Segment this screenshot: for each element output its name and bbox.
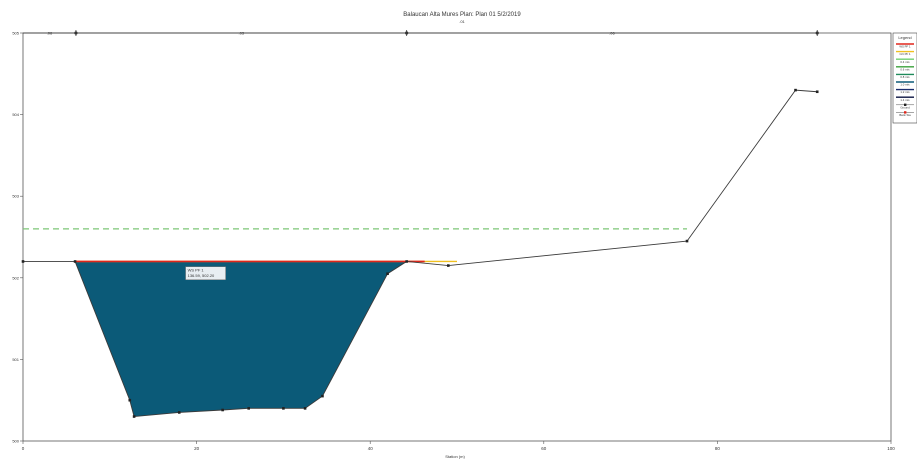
ground-point-9	[321, 394, 324, 398]
chart-title: Balaucan Alta Mures Plan: Plan 01 5/2/20…	[403, 12, 521, 18]
x-axis-label: Station (m)	[445, 454, 465, 459]
legend-label-7: 1.4 m/s	[900, 98, 910, 102]
y-tick-label-3: 503	[12, 194, 19, 199]
legend-label-8: Ground	[900, 105, 910, 109]
x-tick-label-0: 0	[22, 446, 25, 451]
ground-point-12	[447, 264, 450, 267]
ground-point-15	[815, 90, 819, 94]
y-tick-label-2: 502	[12, 275, 19, 280]
ground-point-13	[685, 239, 689, 243]
mannings-n-label-1: .03	[239, 31, 245, 36]
annotation-label: WS PF 1	[188, 268, 205, 273]
series-layer	[21, 88, 819, 418]
legend-title: Legend	[898, 35, 911, 40]
legend-label-0: WS PF 1	[899, 45, 911, 49]
annotation-value: 136.59, 502.20	[188, 273, 215, 278]
ground-point-6	[247, 407, 250, 410]
ground-point-2	[128, 398, 132, 402]
y-axis: 500 501 502 503 504 505	[12, 31, 23, 444]
ground-points	[21, 88, 819, 418]
ground-point-7	[282, 407, 285, 410]
mannings-n-label-2: .06	[609, 31, 615, 36]
x-tick-label-1: 20	[194, 446, 200, 451]
water-fill	[75, 261, 407, 417]
ground-point-0	[21, 260, 25, 263]
legend-label-1: Crit PF 1	[899, 52, 910, 56]
legend-swatch-8	[904, 103, 907, 106]
ground-point-1	[73, 260, 77, 263]
ground-point-8	[303, 407, 307, 410]
legend-frame	[892, 32, 917, 124]
ground-point-10	[386, 272, 389, 276]
ground-point-3	[132, 415, 136, 418]
x-axis: 0 20 40 60 80 100	[22, 441, 895, 451]
y-tick-label-5: 505	[12, 31, 19, 36]
ground-point-4	[177, 411, 181, 414]
bank-station-marker-0	[74, 31, 78, 35]
legend-label-4: 0.8 m/s	[900, 75, 910, 79]
ground-point-14	[794, 88, 797, 92]
chart-subtitle: .01	[459, 19, 465, 24]
x-tick-label-5: 100	[887, 446, 895, 451]
y-tick-label-1: 501	[12, 357, 19, 362]
legend-swatch-9	[904, 111, 907, 114]
legend-label-9: Bank Sta	[899, 113, 911, 117]
mannings-n-label-0: .06	[47, 31, 53, 36]
bank-station-marker-1	[405, 31, 409, 35]
legend-label-5: 1.0 m/s	[900, 83, 910, 87]
legend: Legend WS PF 1 Crit PF 1 0.4 m/s 0.6 m/s 0.8…	[892, 32, 917, 124]
annotation-box	[185, 266, 226, 280]
bank-station-marker-2	[815, 31, 819, 35]
y-tick-label-0: 500	[12, 439, 19, 444]
mannings-n-strip: .06 .03 .06	[23, 30, 819, 36]
legend-label-3: 0.6 m/s	[900, 67, 910, 71]
y-tick-label-4: 504	[12, 112, 19, 117]
legend-label-6: 1.2 m/s	[900, 90, 910, 94]
x-tick-label-2: 40	[368, 446, 374, 451]
ground-point-11	[405, 260, 408, 263]
x-tick-label-3: 60	[541, 446, 547, 451]
x-tick-label-4: 80	[715, 446, 721, 451]
ground-point-5	[221, 408, 224, 412]
legend-items: WS PF 1 Crit PF 1 0.4 m/s 0.6 m/s 0.8 m/s 1.0…	[896, 43, 914, 117]
ws-annotation: WS PF 1 136.59, 502.20	[185, 266, 226, 280]
legend-label-2: 0.4 m/s	[900, 60, 910, 64]
ground-line	[23, 89, 818, 418]
